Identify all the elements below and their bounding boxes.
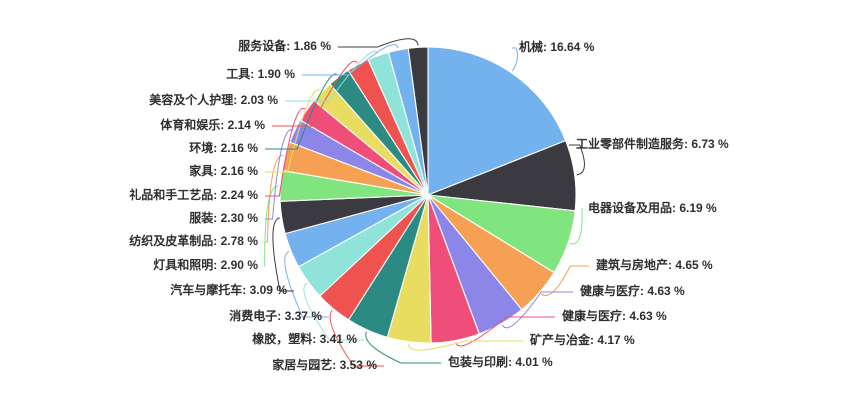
pie-slice-label: 家具: 2.16 %	[189, 163, 258, 178]
pie-slice-label: 服务设备: 1.86 %	[238, 38, 331, 53]
pie-slice-label: 橡胶，塑料: 3.41 %	[252, 331, 357, 346]
pie-slice-label: 机械: 16.64 %	[519, 39, 595, 54]
label-leader-line	[265, 73, 338, 150]
pie-slice-label: 工具: 1.90 %	[226, 67, 295, 81]
label-leader-line	[264, 185, 279, 267]
pie-slice-label: 包装与印刷: 4.01 %	[447, 354, 553, 369]
label-leader-lines-group	[264, 38, 589, 367]
pie-slice-label: 纺织及皮革制品: 2.78 %	[129, 233, 258, 248]
label-leader-line	[272, 217, 294, 292]
pie-slice-label: 健康与医疗: 4.63 %	[562, 308, 667, 323]
label-leader-line	[303, 282, 364, 341]
label-leader-line	[569, 208, 583, 245]
label-leader-line	[329, 310, 384, 367]
label-leader-line	[284, 250, 329, 318]
label-leader-line	[408, 340, 523, 351]
pie-slice-label: 建筑与房地产: 4.65 %	[595, 257, 713, 272]
label-leader-line	[285, 50, 379, 102]
pie-slice-label: 矿产与冶金: 4.17 %	[530, 332, 635, 347]
pie-slice-label: 汽车与摩托车: 3.09 %	[170, 282, 287, 297]
label-leader-line	[511, 47, 519, 72]
pie-slice[interactable]: 机械: 16.64 %	[427, 46, 567, 196]
label-leader-line	[265, 89, 321, 173]
label-leader-line	[569, 144, 585, 176]
pie-slice-label: 灯具和照明: 2.90 %	[153, 257, 258, 272]
label-leader-line	[502, 291, 573, 329]
label-leader-line	[338, 38, 419, 48]
pie-slice-label: 礼品和手工艺品: 2.24 %	[129, 187, 258, 202]
pie-slice-label: 体育和娱乐: 2.14 %	[160, 117, 265, 132]
pie-slices-group: 机械: 16.64 %工业零部件制造服务: 6.73 %电器设备及用品: 6.1…	[279, 46, 577, 344]
pie-slice-label: 工业零部件制造服务: 6.73 %	[576, 136, 729, 151]
pie-slice-label: 美容及个人护理: 2.03 %	[149, 92, 278, 107]
pie-slice[interactable]: 服务设备: 1.86 %	[407, 46, 429, 196]
label-leader-line	[365, 331, 441, 364]
label-leader-line	[302, 44, 399, 76]
label-leader-line	[265, 107, 306, 197]
pie-slice-labels-group: 机械: 16.64 % 工业零部件制造服务: 6.73 % 电器设备及用品: 6.1…	[129, 38, 729, 372]
pie-slice-label: 电器设备及用品: 6.19 %	[588, 200, 717, 215]
pie-slice-label: 服装: 2.30 %	[189, 210, 258, 225]
label-leader-line	[272, 60, 358, 127]
pie-slice-label: 环境: 2.16 %	[189, 140, 258, 155]
pie-slice-label: 家居与园艺: 3.53 %	[272, 357, 377, 372]
pie-slice-label: 健康与医疗: 4.63 %	[580, 283, 685, 298]
label-leader-line	[265, 129, 294, 220]
pie-slice-label: 消费电子: 3.37 %	[229, 308, 322, 323]
label-leader-line	[540, 265, 589, 296]
